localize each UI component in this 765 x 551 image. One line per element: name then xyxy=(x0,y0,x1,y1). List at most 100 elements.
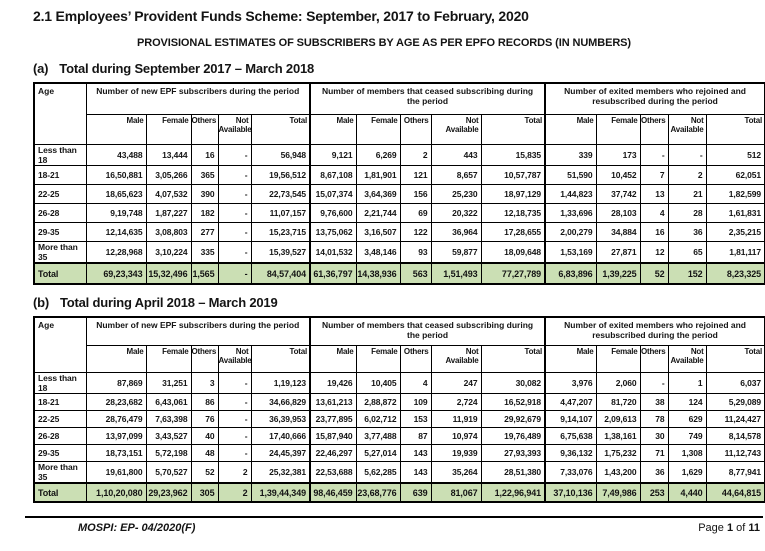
table-a-container: Age Number of new EPF subscribers during … xyxy=(33,82,765,285)
group-header-2: Number of exited members who rejoined an… xyxy=(544,82,765,115)
value-cell: 22,53,688 xyxy=(309,461,357,484)
value-cell: 4 xyxy=(399,372,432,394)
value-cell: 5,29,089 xyxy=(705,393,765,411)
table-row: Less than 18 43,488 13,444 16-56,948 9,121 6,… xyxy=(33,144,765,166)
value-cell: 2,35,215 xyxy=(705,222,765,242)
value-cell: - xyxy=(667,144,707,166)
group-header-2: Number of exited members who rejoined an… xyxy=(544,316,765,346)
total-row: Total 69,23,343 15,32,496 1,565-84,57,404 61… xyxy=(33,262,765,285)
value-cell: 6,269 xyxy=(355,144,401,166)
value-cell: 93 xyxy=(399,241,432,264)
value-cell: 4,47,207 xyxy=(544,393,597,411)
group-header-0: Number of new EPF subscribers during the… xyxy=(85,316,311,346)
epf-data-table-a: Age Number of new EPF subscribers during … xyxy=(33,82,765,285)
value-cell: 19,939 xyxy=(430,444,482,462)
value-cell: 84,57,404 xyxy=(250,262,311,285)
value-cell: 2 xyxy=(217,461,252,484)
value-cell: 29,23,962 xyxy=(145,482,192,503)
value-cell: 1,39,44,349 xyxy=(250,482,311,503)
value-cell: 25,230 xyxy=(430,184,482,204)
age-cell: 29-35 xyxy=(33,222,87,242)
value-cell: 10,974 xyxy=(430,427,482,445)
value-cell: 62,051 xyxy=(705,165,765,185)
value-cell: 71 xyxy=(639,444,669,462)
value-cell: 3,64,369 xyxy=(355,184,401,204)
value-cell: 124 xyxy=(667,393,707,411)
value-cell: 29,92,679 xyxy=(480,410,546,428)
value-cell: 335 xyxy=(190,241,219,264)
value-cell: 1,39,225 xyxy=(595,262,641,285)
sub-header: Male xyxy=(85,345,147,373)
section-b-heading: (b) Total during April 2018 – March 2019 xyxy=(33,295,765,310)
value-cell: 13,444 xyxy=(145,144,192,166)
sub-header: Total xyxy=(705,345,765,373)
age-cell: 26-28 xyxy=(33,427,87,445)
footer-page-number: Page 1 of 11 xyxy=(698,522,760,534)
value-cell: - xyxy=(217,222,252,242)
value-cell: 5,27,014 xyxy=(355,444,401,462)
sub-header: Total xyxy=(250,114,311,145)
value-cell: 121 xyxy=(399,165,432,185)
value-cell: 7,33,076 xyxy=(544,461,597,484)
value-cell: 390 xyxy=(190,184,219,204)
value-cell: - xyxy=(639,144,669,166)
sub-header: Not Available xyxy=(217,345,252,373)
sub-header: Not Available xyxy=(667,114,707,145)
value-cell: 31,251 xyxy=(145,372,192,394)
age-cell: Less than 18 xyxy=(33,144,87,166)
value-cell: 30 xyxy=(639,427,669,445)
sub-header: Male xyxy=(309,114,357,145)
value-cell: - xyxy=(217,372,252,394)
value-cell: 4,440 xyxy=(667,482,707,503)
footer-page-part: 11 xyxy=(748,522,760,534)
value-cell: 512 xyxy=(705,144,765,166)
value-cell: 16,52,918 xyxy=(480,393,546,411)
value-cell: 2,21,744 xyxy=(355,203,401,223)
value-cell: 13,97,099 xyxy=(85,427,147,445)
value-cell: 182 xyxy=(190,203,219,223)
table-row: Less than 18 87,869 31,251 3-1,19,123 19,426… xyxy=(33,372,765,394)
value-cell: 19,56,512 xyxy=(250,165,311,185)
table-row: 26-28 9,19,748 1,87,227 182-11,07,157 9,76,6… xyxy=(33,203,765,223)
value-cell: 563 xyxy=(399,262,432,285)
sub-header: Total xyxy=(705,114,765,145)
value-cell: 81,067 xyxy=(430,482,482,503)
value-cell: 11,07,157 xyxy=(250,203,311,223)
value-cell: 77,27,789 xyxy=(480,262,546,285)
value-cell: 27,871 xyxy=(595,241,641,264)
value-cell: 14,01,532 xyxy=(309,241,357,264)
value-cell: 7,63,398 xyxy=(145,410,192,428)
value-cell: 9,121 xyxy=(309,144,357,166)
value-cell: 28,51,380 xyxy=(480,461,546,484)
value-cell: 48 xyxy=(190,444,219,462)
value-cell: 2,88,872 xyxy=(355,393,401,411)
sub-header: Male xyxy=(85,114,147,145)
sub-header: Others xyxy=(190,114,219,145)
value-cell: 15,23,715 xyxy=(250,222,311,242)
value-cell: 1,22,96,941 xyxy=(480,482,546,503)
value-cell: 36 xyxy=(667,222,707,242)
age-cell: 29-35 xyxy=(33,444,87,462)
value-cell: 30,082 xyxy=(480,372,546,394)
value-cell: 14,38,936 xyxy=(355,262,401,285)
table-row: 18-21 16,50,881 3,05,266 365-19,56,512 8,67,… xyxy=(33,165,765,185)
value-cell: 152 xyxy=(667,262,707,285)
value-cell: 12,14,635 xyxy=(85,222,147,242)
value-cell: 3,05,266 xyxy=(145,165,192,185)
value-cell: 28 xyxy=(667,203,707,223)
value-cell: 15,39,527 xyxy=(250,241,311,264)
value-cell: 1,61,831 xyxy=(705,203,765,223)
sub-header: Others xyxy=(639,114,669,145)
value-cell: 3,976 xyxy=(544,372,597,394)
value-cell: 2,060 xyxy=(595,372,641,394)
page-title: 2.1 Employees’ Provident Funds Scheme: S… xyxy=(33,8,529,24)
value-cell: - xyxy=(217,410,252,428)
sub-header: Male xyxy=(544,114,597,145)
value-cell: 3,77,488 xyxy=(355,427,401,445)
value-cell: 51,590 xyxy=(544,165,597,185)
value-cell: 11,24,427 xyxy=(705,410,765,428)
value-cell: 6,83,896 xyxy=(544,262,597,285)
value-cell: - xyxy=(217,241,252,264)
sub-header: Total xyxy=(480,114,546,145)
value-cell: 15,07,374 xyxy=(309,184,357,204)
